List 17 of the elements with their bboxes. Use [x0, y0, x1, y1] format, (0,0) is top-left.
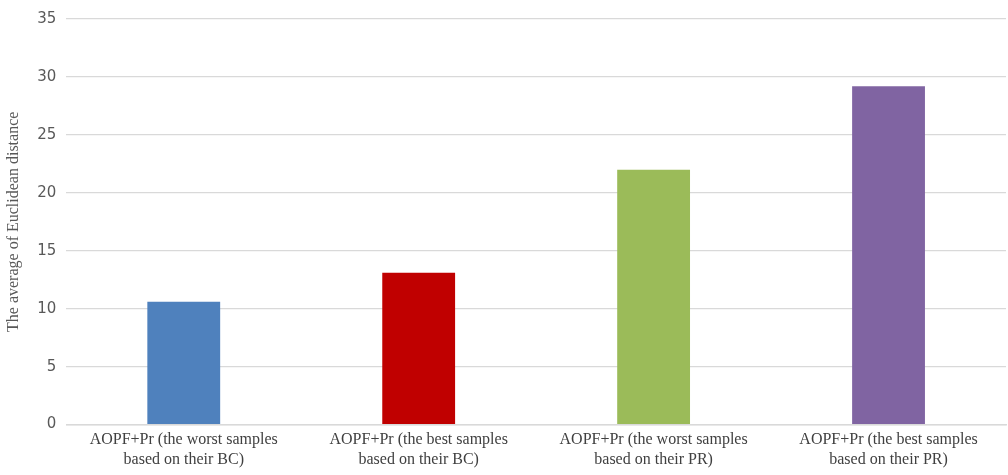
y-tick-label: 10	[37, 298, 57, 317]
y-axis-title: The average of Euclidean distance	[3, 111, 22, 332]
x-tick-label: AOPF+Pr (the worst samples based on their PR)	[559, 430, 748, 468]
x-tick-label: AOPF+Pr (the best samples based on their BC)	[329, 430, 508, 468]
bar	[617, 169, 691, 424]
bar	[382, 272, 456, 424]
y-tick-label: 5	[46, 356, 57, 375]
y-tick-label: 15	[37, 240, 57, 259]
y-tick-label: 35	[37, 8, 57, 27]
x-tick-label: AOPF+Pr (the worst samples based on their BC)	[89, 430, 278, 468]
y-tick-label: 0	[46, 414, 57, 433]
bar	[852, 86, 925, 424]
bar	[147, 301, 221, 424]
y-tick-label: 20	[37, 182, 57, 201]
y-tick-label: 30	[37, 66, 57, 85]
x-tick-label: AOPF+Pr (the best samples based on their PR)	[799, 430, 978, 468]
y-tick-label: 25	[37, 124, 57, 143]
